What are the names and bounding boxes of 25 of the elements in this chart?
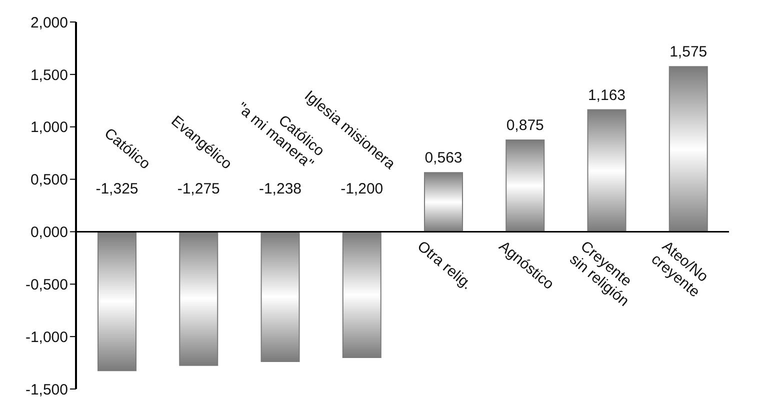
y-tick-label: 0,000	[30, 224, 68, 242]
y-tick-label: 2,000	[30, 14, 68, 32]
bar	[668, 66, 708, 232]
data-label: 1,575	[670, 44, 708, 61]
data-label: 1,163	[588, 86, 626, 104]
bar	[179, 231, 218, 366]
bar	[587, 109, 626, 232]
data-label: -1,200	[340, 180, 384, 198]
data-label: -1,275	[177, 180, 220, 198]
y-tick-label: 0,500	[30, 172, 68, 189]
data-label: 0,563	[424, 150, 462, 167]
y-tick-label: 1,000	[30, 119, 68, 136]
y-tick-label: 1,500	[30, 66, 68, 84]
data-label: -1,238	[258, 180, 302, 198]
data-label: -1,325	[96, 180, 138, 198]
bar	[260, 231, 300, 362]
y-tick-label: -0,500	[25, 276, 68, 294]
data-label: 0,875	[506, 116, 544, 134]
x-tick-label: Otra relig.	[414, 238, 476, 294]
bar	[424, 172, 463, 232]
bar	[342, 231, 382, 358]
bar	[98, 231, 136, 372]
y-tick-label: -1,500	[25, 381, 68, 398]
bar	[506, 139, 545, 232]
y-tick-label: -1,000	[25, 328, 68, 346]
